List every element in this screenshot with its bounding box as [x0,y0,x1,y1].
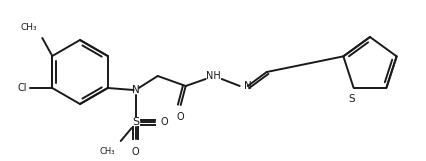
Text: O: O [161,117,168,127]
Text: N: N [244,81,251,91]
Text: N: N [132,85,140,95]
Text: S: S [132,117,139,127]
Text: O: O [177,112,184,122]
Text: O: O [132,147,140,157]
Text: CH₃: CH₃ [21,23,37,32]
Text: Cl: Cl [18,83,27,93]
Text: CH₃: CH₃ [99,147,115,156]
Text: S: S [348,94,355,104]
Text: NH: NH [206,71,221,81]
